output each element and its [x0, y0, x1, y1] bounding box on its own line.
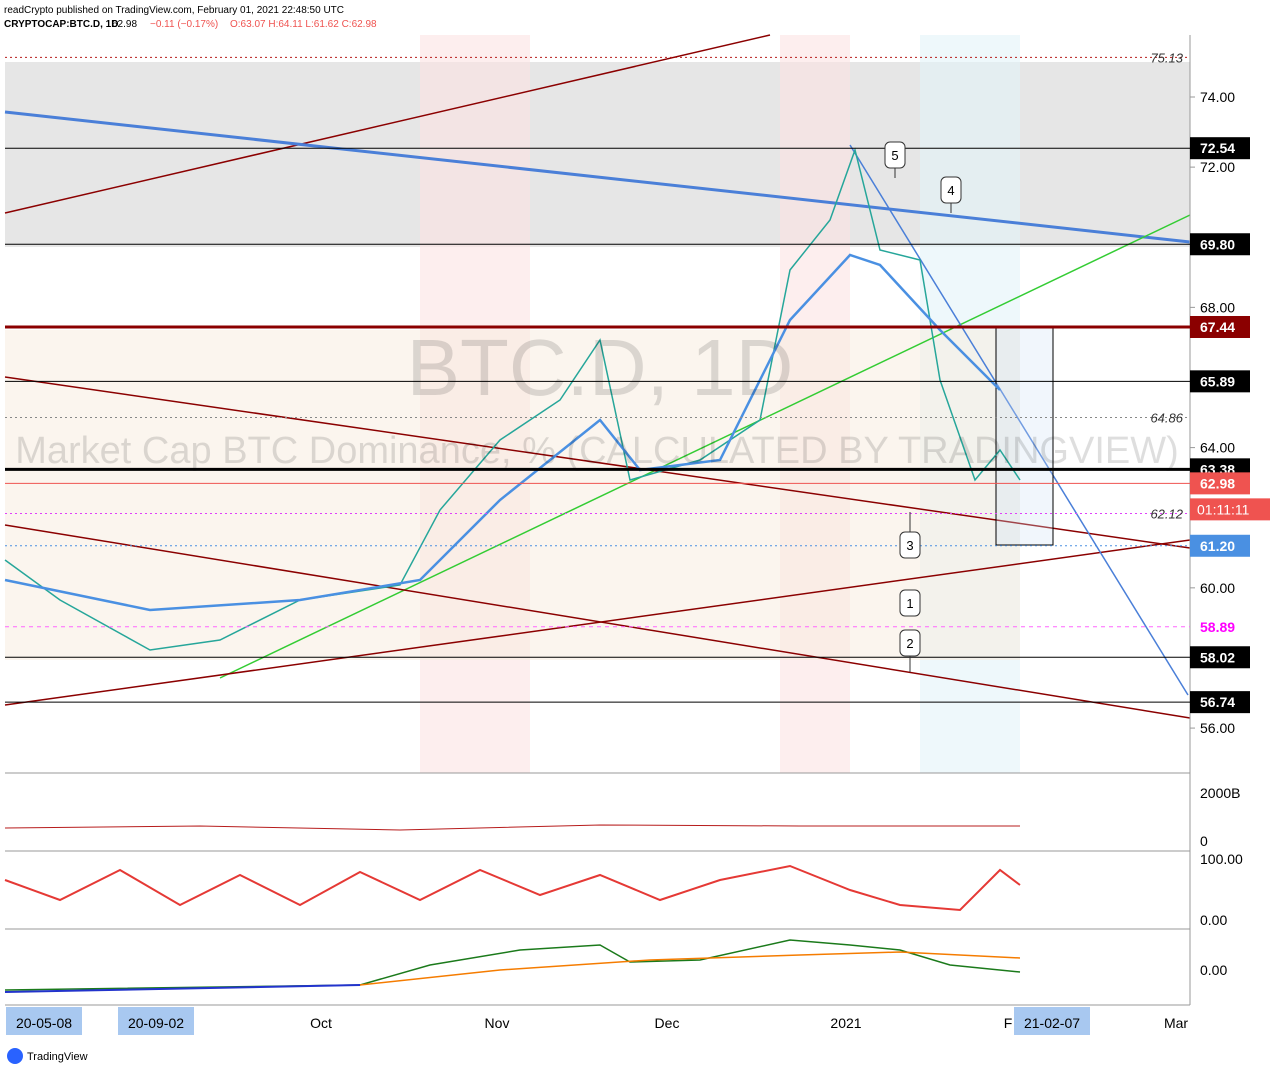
oscillator-line [4, 864, 1021, 912]
pane-axis-label: 0.00 [1200, 912, 1227, 928]
level-tag [1190, 315, 1250, 338]
time-label: F [1004, 1015, 1013, 1031]
indicator-line [4, 984, 361, 993]
watermark-description: Market Cap BTC Dominance, % (CALCULATED … [15, 430, 1179, 472]
level-note: 62.12 [1150, 507, 1183, 522]
price-tick-label: 68.00 [1200, 299, 1235, 315]
trend-line [4, 110, 1191, 244]
wave-label: 5 [891, 148, 898, 163]
pane-axis-label: 100.00 [1200, 851, 1243, 867]
time-label: Mar [1164, 1015, 1188, 1031]
header-field: O:63.07 H:64.11 L:61.62 C:62.98 [230, 19, 377, 30]
level-tag [1190, 137, 1250, 160]
level-note: 75.13 [1150, 50, 1183, 65]
pane-axis-label: 0.00 [1200, 962, 1227, 978]
level-note: 64.86 [1150, 410, 1183, 425]
time-label: Dec [655, 1015, 680, 1031]
level-tag [1190, 646, 1250, 669]
header-field: −0.11 (−0.17%) [150, 19, 218, 30]
level-label: 58.89 [1200, 619, 1235, 635]
wave-label: 1 [906, 596, 913, 611]
wave-callout [899, 531, 921, 559]
time-tag [6, 1007, 82, 1035]
wave-callout [899, 589, 921, 617]
time-label: 20-05-08 [16, 1015, 72, 1031]
header-field: CRYPTOCAP:BTC.D, 1D [4, 19, 118, 30]
level-label: 58.02 [1200, 649, 1235, 665]
time-label: Nov [485, 1015, 510, 1031]
time-label: Oct [310, 1015, 332, 1031]
indicator-line [359, 951, 1021, 986]
pane-axis-label: 2000B [1200, 785, 1240, 801]
header-field: 62.98 [112, 19, 137, 30]
trend-line [219, 214, 1191, 679]
trend-line [849, 144, 1189, 696]
time-label: 2021 [830, 1015, 861, 1031]
level-label: 67.44 [1200, 319, 1235, 335]
level-label: 69.80 [1200, 236, 1235, 252]
wave-callout [899, 629, 921, 657]
header-line: readCrypto published on TradingView.com,… [4, 5, 344, 16]
price-tick-label: 74.00 [1200, 89, 1235, 105]
level-label: 61.20 [1200, 538, 1235, 554]
trend-line [4, 34, 771, 214]
level-tag [1190, 233, 1250, 256]
price-tick-label: 56.00 [1200, 720, 1235, 736]
trend-line [4, 524, 1191, 719]
time-label: 21-02-07 [1024, 1015, 1080, 1031]
time-tag [118, 1007, 194, 1035]
price-tick-label: 60.00 [1200, 580, 1235, 596]
wave-label: 4 [947, 183, 954, 198]
level-label: 72.54 [1200, 140, 1235, 156]
countdown-tag [1190, 498, 1270, 521]
dynamic-layer: readCrypto published on TradingView.com,… [4, 5, 1270, 1064]
level-label: 65.89 [1200, 373, 1235, 389]
level-label: 56.74 [1200, 694, 1235, 710]
logo [7, 1048, 23, 1064]
level-label: 62.98 [1200, 475, 1235, 491]
countdown: 01:11:11 [1197, 501, 1250, 517]
wave-label: 2 [906, 636, 913, 651]
volume-line [4, 824, 1020, 831]
cloud [5, 330, 1020, 660]
level-tag [1190, 472, 1250, 495]
wave-label: 3 [906, 538, 913, 553]
wave-callout [884, 141, 906, 169]
level-tag [1190, 370, 1250, 393]
price-tick-label: 72.00 [1200, 159, 1235, 175]
watermark-symbol: BTC.D, 1D [407, 323, 794, 412]
price-tick-label: 64.00 [1200, 440, 1235, 456]
pane-axis-label: 0 [1200, 833, 1208, 849]
time-label: 20-09-02 [128, 1015, 184, 1031]
level-tag [1190, 534, 1250, 557]
footer: TradingView [27, 1051, 88, 1063]
level-tag [1190, 691, 1250, 714]
trend-line [4, 539, 1191, 706]
wave-callout [940, 176, 962, 204]
time-tag [1014, 1007, 1090, 1035]
trend-line [4, 376, 1191, 549]
